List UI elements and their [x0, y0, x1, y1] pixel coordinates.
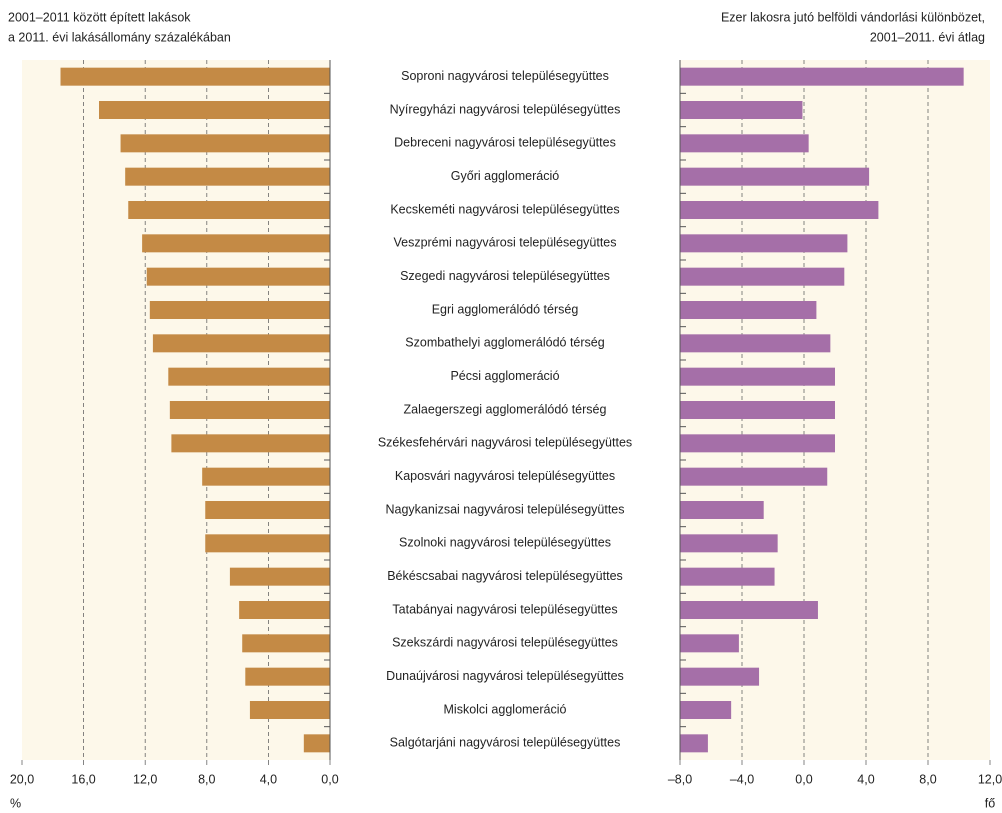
bar	[169, 401, 330, 419]
bar	[149, 301, 330, 319]
x-tick-label: 12,0	[978, 772, 1002, 786]
bar	[680, 234, 848, 253]
bar	[680, 67, 964, 86]
x-tick-label: 4,0	[260, 772, 277, 786]
category-label: Székesfehérvári nagyvárosi településegyü…	[378, 436, 632, 450]
bar	[146, 267, 330, 286]
category-label: Soproni nagyvárosi településegyüttes	[401, 69, 609, 83]
bar	[99, 101, 330, 119]
chart-title: Ezer lakosra jutó belföldi vándorlási kü…	[721, 10, 985, 24]
axis-unit: fő	[985, 796, 995, 810]
bar	[680, 201, 879, 219]
bar	[680, 101, 803, 119]
category-label: Nagykanizsai nagyvárosi településegyütte…	[385, 502, 624, 516]
bar	[60, 67, 330, 86]
category-label: Szegedi nagyvárosi településegyüttes	[400, 269, 610, 283]
category-label: Kecskeméti nagyvárosi településegyüttes	[390, 202, 619, 216]
category-label: Veszprémi nagyvárosi településegyüttes	[393, 236, 616, 250]
category-label: Salgótarjáni nagyvárosi településegyütte…	[390, 736, 621, 750]
x-tick-label: 0,0	[321, 772, 338, 786]
axis-unit: %	[10, 796, 21, 810]
category-label: Debreceni nagyvárosi településegyüttes	[394, 136, 616, 150]
category-label: Kaposvári nagyvárosi településegyüttes	[395, 469, 615, 483]
category-label: Zalaegerszegi agglomerálódó térség	[404, 402, 607, 416]
bar	[152, 334, 330, 353]
bar	[680, 567, 775, 586]
bar	[142, 234, 330, 253]
bar	[680, 467, 828, 486]
category-label: Tatabányai nagyvárosi településegyüttes	[392, 602, 617, 616]
bar	[680, 334, 831, 353]
category-label: Szombathelyi agglomerálódó térség	[405, 336, 604, 350]
bar	[171, 434, 330, 453]
bar	[229, 567, 330, 586]
bar	[205, 534, 330, 553]
category-label: Pécsi agglomeráció	[450, 369, 559, 383]
bar	[125, 167, 331, 186]
x-tick-label: –4,0	[730, 772, 754, 786]
chart-title: 2001–2011. évi átlag	[870, 30, 985, 44]
x-tick-label: 4,0	[857, 772, 874, 786]
bar	[680, 634, 739, 653]
bar	[680, 701, 732, 719]
chart-title: a 2011. évi lakásállomány százalékában	[8, 30, 231, 44]
bar	[202, 467, 330, 486]
bar	[205, 501, 330, 519]
bar	[168, 367, 330, 386]
bar	[680, 167, 870, 186]
category-label: Győri agglomeráció	[451, 169, 559, 183]
bar	[680, 667, 760, 686]
bar	[303, 734, 330, 753]
bar	[680, 534, 778, 553]
x-tick-label: 16,0	[71, 772, 95, 786]
category-label: Szolnoki nagyvárosi településegyüttes	[399, 536, 611, 550]
category-label: Dunaújvárosi nagyvárosi településegyütte…	[386, 669, 624, 683]
bar	[680, 401, 835, 419]
category-label: Szekszárdi nagyvárosi településegyüttes	[392, 636, 618, 650]
x-tick-label: 8,0	[919, 772, 936, 786]
x-tick-label: 12,0	[133, 772, 157, 786]
bar	[680, 301, 817, 319]
bar	[680, 734, 708, 753]
bar	[680, 267, 845, 286]
bar	[120, 134, 330, 153]
category-label: Egri agglomerálódó térség	[432, 302, 579, 316]
x-tick-label: –8,0	[668, 772, 692, 786]
bar	[680, 367, 835, 386]
bar	[242, 634, 330, 653]
x-tick-label: 8,0	[198, 772, 215, 786]
category-label: Nyíregyházi nagyvárosi településegyüttes	[390, 102, 621, 116]
bar	[680, 601, 818, 619]
bar	[249, 701, 330, 719]
category-label: Miskolci agglomeráció	[444, 702, 567, 716]
bar	[680, 434, 835, 453]
chart-title: 2001–2011 között épített lakások	[8, 10, 191, 24]
bar	[245, 667, 330, 686]
x-tick-label: 0,0	[795, 772, 812, 786]
bar	[680, 134, 809, 153]
bar	[680, 501, 764, 519]
bar	[128, 201, 330, 219]
bar	[239, 601, 330, 619]
category-label: Békéscsabai nagyvárosi településegyüttes	[387, 569, 623, 583]
x-tick-label: 20,0	[10, 772, 34, 786]
